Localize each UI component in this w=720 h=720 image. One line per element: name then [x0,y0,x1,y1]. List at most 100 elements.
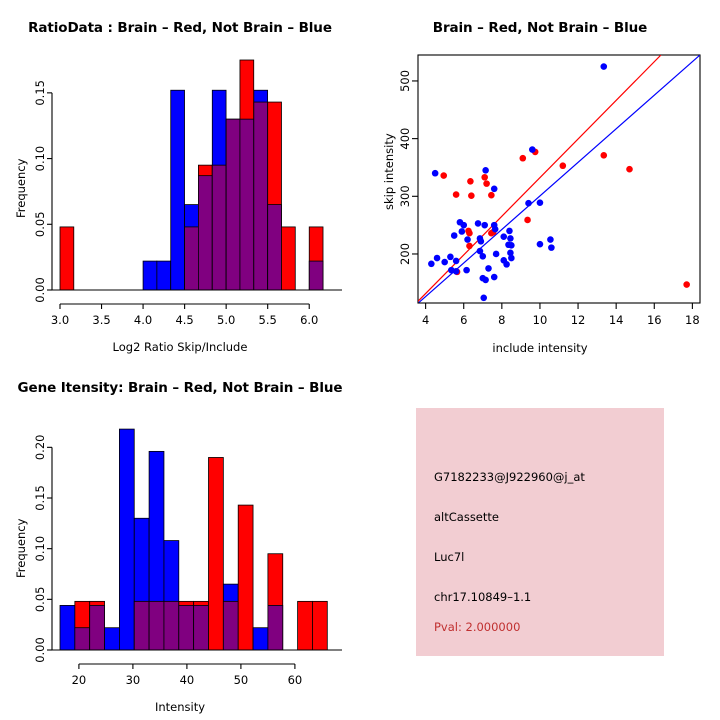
x-axis-tick-label: 4 [422,313,429,327]
histogram-bar [252,627,269,651]
x-axis-tick-label: 5.5 [259,313,277,327]
histogram-bar-overlap [178,605,195,651]
x-axis-tick-label: 5.0 [217,313,235,327]
y-axis-tick-label: 200 [398,243,412,265]
y-axis-tick-label: 0.05 [33,211,47,237]
histogram-bar-overlap [225,118,241,291]
scatter-x-axis-title: include intensity [492,341,588,355]
gene-histogram-x-axis-title: Intensity [154,700,206,714]
y-axis-tick-label: 0.00 [33,277,47,303]
scatter-point [460,221,468,229]
histogram-bar-overlap [193,605,209,651]
scatter-point [428,260,435,268]
histogram-bar [237,504,254,651]
x-axis-tick-label: 4.5 [175,313,193,327]
scatter-point [507,235,514,242]
scatter-point [626,165,633,173]
x-axis-tick-label: 60 [288,673,303,687]
y-axis-tick-label: 0.10 [33,536,47,562]
panel-ratio-histogram: RatioData : Brain – Red, Not Brain – Blu… [0,0,360,360]
locus-text: chr17.10849–1.1 [434,590,532,604]
x-axis-tick-label: 30 [126,673,141,687]
scatter-point [488,191,495,199]
scatter-point [536,199,544,206]
scatter-point [479,252,487,260]
scatter-point [447,253,454,261]
x-axis-tick-label: 4.0 [134,313,152,327]
scatter-point [468,192,475,200]
histogram-bar [119,428,135,651]
x-axis-tick-label: 14 [609,313,624,327]
histogram-bar-overlap [253,101,269,291]
scatter-point [458,228,466,235]
scatter-point [529,146,536,153]
gene-histogram-plot: 0.00 0.05 0.10 0.15 0.20 20 30 40 50 60 [33,428,342,687]
x-axis-tick-label: 50 [234,673,249,687]
histogram-bar-overlap [211,164,227,291]
scatter-point [506,227,513,235]
scatter-title: Brain – Red, Not Brain – Blue [432,20,648,36]
scatter-point [524,216,531,224]
scatter-point [450,232,458,239]
histogram-bar-overlap [267,605,284,651]
probe-id-text: G7182233@J922960@j_at [434,470,585,484]
y-axis-tick-label: 0.15 [33,485,47,511]
histogram-bar-overlap [133,600,150,651]
histogram-bar-overlap [308,260,324,291]
histogram-bar-overlap [267,204,282,291]
histogram-bar [156,260,172,291]
scatter-point [559,162,567,170]
scatter-point [507,249,514,257]
scatter-point [482,167,489,174]
x-axis-tick-label: 6 [460,313,467,327]
regression-line [418,55,700,303]
histogram-bar-overlap [163,600,180,651]
scatter-point [519,154,527,162]
regression-line [418,55,662,302]
scatter-point [452,267,460,275]
x-axis-tick-label: 8 [498,313,505,327]
scatter-point [683,281,690,288]
histogram-bar-overlap [184,226,199,291]
scatter-point [547,236,554,243]
scatter-point [490,273,498,281]
histogram-bar [104,627,120,651]
scatter-point [500,233,508,240]
histogram-bar-overlap [89,605,105,651]
scatter-point [481,173,488,181]
panel-gene-intensity-histogram: Gene Itensity: Brain – Red, Not Brain – … [0,360,360,720]
x-axis-tick-label: 10 [533,313,548,327]
x-axis-tick-label: 20 [72,673,87,687]
scatter-point [431,169,439,177]
scatter-point [548,244,555,251]
gene-histogram-title: Gene Itensity: Brain – Red, Not Brain – … [17,380,343,396]
histogram-bar [281,226,296,291]
scatter-point [492,250,500,258]
histogram-bar-overlap [198,175,213,291]
scatter-y-axis-title: skip intensity [382,133,396,210]
histogram-bar [142,260,158,291]
x-axis-tick-label: 3.0 [51,313,69,327]
y-axis-tick-label: 400 [398,128,412,150]
ratio-histogram-plot: 0.00 0.05 0.10 0.15 3.0 3.5 4.0 4.5 5.0 5.5 6.0 [33,59,342,327]
scatter-point [503,261,510,268]
histogram-bar-overlap [148,600,165,651]
x-axis-tick-label: 18 [685,313,700,327]
scatter-point [440,172,448,179]
scatter-point [600,63,608,70]
scatter-point [452,191,460,198]
histogram-bar [297,600,313,651]
scatter-point [485,265,492,272]
x-axis-tick-label: 6.0 [300,313,318,327]
scatter-point [508,254,515,262]
x-axis-tick-label: 3.5 [92,313,110,327]
histogram-bar-overlap [74,627,91,651]
scatter-point [433,254,441,262]
panel-probe-info: G7182233@J922960@j_at altCassette Luc7l … [360,360,720,720]
histogram-bar-overlap [239,118,255,291]
y-axis-tick-label: 0.15 [33,80,47,106]
x-axis-tick-label: 40 [180,673,195,687]
scatter-point [467,178,474,185]
scatter-point [466,242,473,250]
histogram-bar [208,457,224,651]
